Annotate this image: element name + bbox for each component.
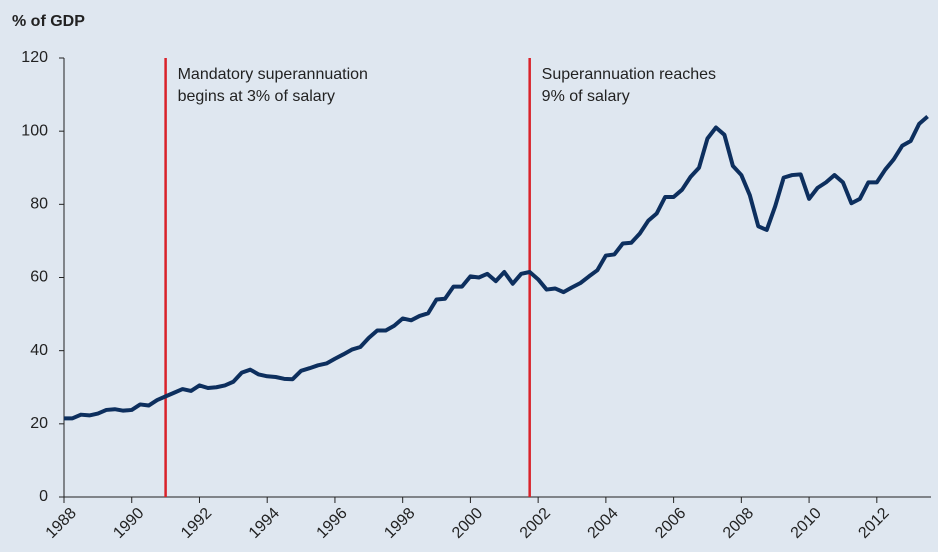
x-tick-label: 2012 bbox=[855, 505, 892, 542]
x-tick-label: 2004 bbox=[584, 505, 621, 542]
x-tick-label: 1988 bbox=[43, 505, 80, 542]
y-tick-label: 120 bbox=[21, 49, 48, 66]
annotation-text: begins at 3% of salary bbox=[178, 88, 335, 105]
annotation-text: 9% of salary bbox=[542, 88, 630, 105]
x-tick-label: 1992 bbox=[178, 505, 215, 542]
x-tick-label: 1994 bbox=[246, 505, 283, 542]
line-series bbox=[64, 115, 929, 421]
x-tick-label: 1996 bbox=[314, 505, 351, 542]
y-axis-label: % of GDP bbox=[12, 13, 85, 30]
x-tick-label: 1998 bbox=[381, 505, 418, 542]
x-tick-label: 2006 bbox=[652, 505, 689, 542]
y-tick-label: 60 bbox=[30, 269, 48, 286]
y-tick-label: 40 bbox=[30, 342, 48, 359]
x-tick-label: 1990 bbox=[110, 505, 147, 542]
y-tick-label: 80 bbox=[30, 196, 48, 213]
y-tick-label: 100 bbox=[21, 122, 48, 139]
x-tick-label: 2010 bbox=[788, 505, 825, 542]
annotation-text: Mandatory superannuation bbox=[178, 66, 368, 83]
x-tick-label: 2002 bbox=[517, 505, 554, 542]
y-tick-label: 0 bbox=[39, 488, 48, 505]
x-tick-label: 2008 bbox=[720, 505, 757, 542]
x-tick-label: 2000 bbox=[449, 505, 486, 542]
annotation-text: Superannuation reaches bbox=[542, 66, 716, 83]
y-tick-label: 20 bbox=[30, 415, 48, 432]
